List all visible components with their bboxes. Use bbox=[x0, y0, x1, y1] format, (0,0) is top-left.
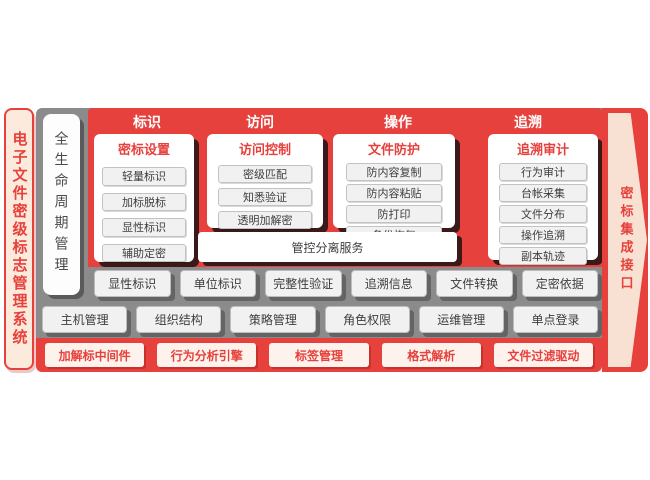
feature-item: 防内容粘贴 bbox=[346, 184, 442, 202]
middleware-item: 标签管理 bbox=[269, 343, 369, 367]
middleware-item: 加解标中间件 bbox=[45, 343, 145, 367]
feature-item: 防打印 bbox=[346, 205, 442, 223]
system-title: 电子文件密级标志管理系统 bbox=[10, 131, 28, 347]
card-title: 文件防护 bbox=[367, 142, 420, 157]
header-trace: 追溯 bbox=[514, 114, 542, 130]
system-title-banner: 电子文件密级标志管理系统 bbox=[4, 108, 34, 370]
feature-item: 加标脱标 bbox=[102, 192, 186, 211]
middleware-item: 行为分析引擎 bbox=[157, 343, 257, 367]
feature-item: 台帐采集 bbox=[499, 184, 587, 202]
card-mark-settings: 密标设置 轻量标识 加标脱标 显性标识 辅助定密 bbox=[94, 134, 194, 262]
integration-interface-banner: 密标集成接口 bbox=[602, 108, 648, 372]
capability-item: 单位标识 bbox=[179, 270, 256, 297]
control-separation-service-bar: 管控分离服务 bbox=[198, 232, 457, 262]
header-operation: 操作 bbox=[384, 114, 412, 130]
middleware-item: 文件过滤驱动 bbox=[493, 343, 594, 367]
feature-item: 辅助定密 bbox=[102, 243, 186, 262]
feature-item: 轻量标识 bbox=[102, 167, 186, 186]
card-trace-audit: 追溯审计 行为审计 台帐采集 文件分布 操作追溯 副本轨迹 bbox=[488, 134, 598, 265]
feature-item: 操作追溯 bbox=[499, 226, 587, 244]
card-file-protection: 文件防护 防内容复制 防内容粘贴 防打印 备份恢复 bbox=[333, 134, 455, 244]
feature-item: 知悉验证 bbox=[218, 188, 312, 206]
feature-item: 密级匹配 bbox=[218, 165, 312, 183]
management-item: 主机管理 bbox=[42, 306, 128, 333]
middleware-item: 格式解析 bbox=[381, 343, 481, 367]
header-access: 访问 bbox=[246, 114, 274, 130]
management-item: 组织结构 bbox=[136, 306, 222, 333]
feature-item: 行为审计 bbox=[499, 163, 587, 181]
card-title: 访问控制 bbox=[238, 142, 291, 157]
capability-item: 定密依据 bbox=[521, 270, 598, 297]
management-item: 单点登录 bbox=[512, 306, 599, 333]
lifecycle-management-block: 全生命周期管理 bbox=[43, 114, 80, 295]
card-title: 追溯审计 bbox=[516, 142, 569, 157]
feature-item: 防内容复制 bbox=[346, 163, 442, 181]
lifecycle-label: 全生命周期管理 bbox=[53, 131, 70, 278]
card-access-control: 访问控制 密级匹配 知悉验证 透明加解密 bbox=[207, 134, 323, 229]
capability-item: 完整性验证 bbox=[265, 270, 342, 297]
header-identification: 标识 bbox=[133, 114, 161, 130]
capability-item: 追溯信息 bbox=[350, 270, 427, 297]
feature-item: 显性标识 bbox=[102, 218, 186, 237]
function-panel: 标识 访问 操作 追溯 密标设置 轻量标识 加标脱标 显性标识 辅助定密 访问控… bbox=[88, 108, 602, 267]
feature-item: 文件分布 bbox=[499, 205, 587, 223]
capability-item: 显性标识 bbox=[94, 270, 171, 297]
feature-item: 副本轨迹 bbox=[499, 247, 587, 265]
feature-item: 透明加解密 bbox=[218, 211, 312, 229]
capability-row: 显性标识 单位标识 完整性验证 追溯信息 文件转换 定密依据 bbox=[94, 270, 598, 297]
capability-item: 文件转换 bbox=[436, 270, 513, 297]
management-item: 角色权限 bbox=[324, 306, 410, 333]
integration-label-text: 密标集成接口 bbox=[618, 186, 634, 294]
middleware-band: 加解标中间件 行为分析引擎 标签管理 格式解析 文件过滤驱动 bbox=[36, 338, 602, 372]
management-row: 主机管理 组织结构 策略管理 角色权限 运维管理 单点登录 bbox=[42, 306, 599, 333]
integration-label: 密标集成接口 bbox=[609, 108, 634, 372]
management-item: 运维管理 bbox=[418, 306, 504, 333]
card-title: 密标设置 bbox=[117, 142, 170, 157]
management-item: 策略管理 bbox=[230, 306, 316, 333]
